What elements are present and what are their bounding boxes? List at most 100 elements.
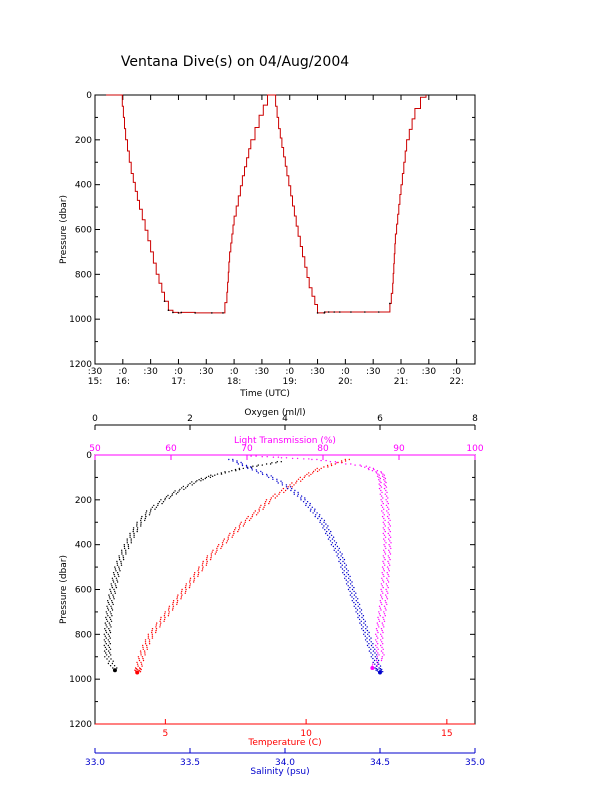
profile-point (342, 572, 344, 574)
profile-point (349, 583, 352, 585)
profile-point (222, 544, 224, 546)
profile-point (367, 467, 370, 470)
profile-point (237, 463, 239, 465)
profile-point (189, 482, 191, 485)
profile-point (108, 628, 110, 630)
profile-point (227, 538, 229, 540)
profile-point (105, 631, 108, 634)
profile-point (388, 523, 390, 525)
profile-point (377, 648, 379, 650)
profile-point (105, 616, 107, 619)
profile-point (121, 553, 123, 555)
profile-point (376, 656, 378, 658)
profile-point (172, 603, 174, 606)
profile-point (333, 549, 335, 551)
profile-point (384, 615, 386, 617)
profile-point (330, 544, 333, 546)
profile-point (325, 523, 327, 525)
profile-point (385, 588, 387, 591)
profile-point (380, 594, 382, 596)
profile-point (377, 668, 379, 671)
profile-point (138, 659, 141, 662)
profile-point (323, 519, 326, 522)
profile-point (108, 594, 110, 596)
profile-point (388, 514, 390, 516)
profile-point (232, 534, 234, 536)
profile-point (314, 469, 317, 471)
profile-point (278, 493, 280, 495)
profile-point (113, 573, 115, 576)
profile-point (378, 474, 380, 476)
profile-point (123, 545, 126, 548)
profile-point (237, 530, 239, 533)
profile-point (378, 626, 380, 628)
profile-point (382, 568, 385, 570)
profile-point (159, 618, 162, 621)
profile-point (380, 489, 382, 492)
profile-point (297, 478, 300, 480)
profile-point (109, 631, 112, 634)
profile-point (386, 603, 388, 606)
profile-point (224, 471, 226, 473)
profile-point (118, 566, 120, 568)
profile-point (368, 643, 370, 645)
profile-point (368, 631, 370, 634)
profile-point (306, 501, 309, 503)
profile-point (194, 572, 196, 574)
profile-point (354, 464, 356, 466)
profile-point (388, 551, 391, 553)
profile-point (108, 622, 111, 624)
profile-point (325, 532, 327, 535)
profile-point (378, 483, 380, 485)
profile-point (377, 616, 379, 619)
profile-point (319, 521, 321, 523)
profile-point (151, 637, 154, 639)
profile-point (383, 544, 385, 546)
profile-point (224, 472, 226, 474)
profile-point (372, 654, 374, 656)
profile-point (106, 654, 108, 656)
profile-point (136, 523, 138, 525)
profile-point (381, 585, 383, 587)
profile-point (231, 470, 233, 472)
profile-point (211, 475, 214, 477)
x-tick-hour-label: 21: (394, 377, 408, 387)
profile-point (380, 601, 382, 604)
profile-point (168, 611, 170, 613)
profile-point (358, 618, 361, 621)
oxygen-tick-label: 0 (92, 414, 98, 424)
profile-point (264, 501, 267, 503)
profile-point (387, 512, 389, 514)
profile-point (251, 469, 253, 471)
profile-point (383, 476, 385, 479)
profile-point (142, 648, 144, 650)
profile-point (151, 631, 153, 634)
profile-point (142, 646, 144, 649)
profile-point (107, 644, 110, 647)
profile-point (319, 519, 322, 522)
profile-point (151, 633, 153, 635)
profile-point (212, 549, 214, 551)
profile-point (129, 532, 131, 535)
profile-point (300, 499, 302, 501)
profile-point (176, 601, 178, 604)
profile-point (338, 557, 340, 559)
bottom-fix-point (180, 311, 183, 314)
bottom-fix-point (323, 311, 326, 313)
profile-point (334, 547, 336, 550)
profile-point (240, 461, 242, 464)
profile-point (112, 581, 115, 583)
profile-point (343, 562, 346, 564)
profile-point (144, 517, 146, 520)
profile-point (311, 458, 313, 461)
y-tick-label: 600 (75, 586, 92, 596)
profile-point (285, 486, 288, 488)
profile-point (126, 540, 128, 542)
profile-point (380, 628, 383, 630)
profile-point (155, 624, 157, 626)
profile-point (274, 497, 276, 499)
x-tick-hour-label: 17: (171, 377, 185, 387)
light-transmission-tick-label: 100 (466, 444, 483, 454)
profile-point (132, 530, 134, 533)
profile-point (378, 654, 380, 656)
